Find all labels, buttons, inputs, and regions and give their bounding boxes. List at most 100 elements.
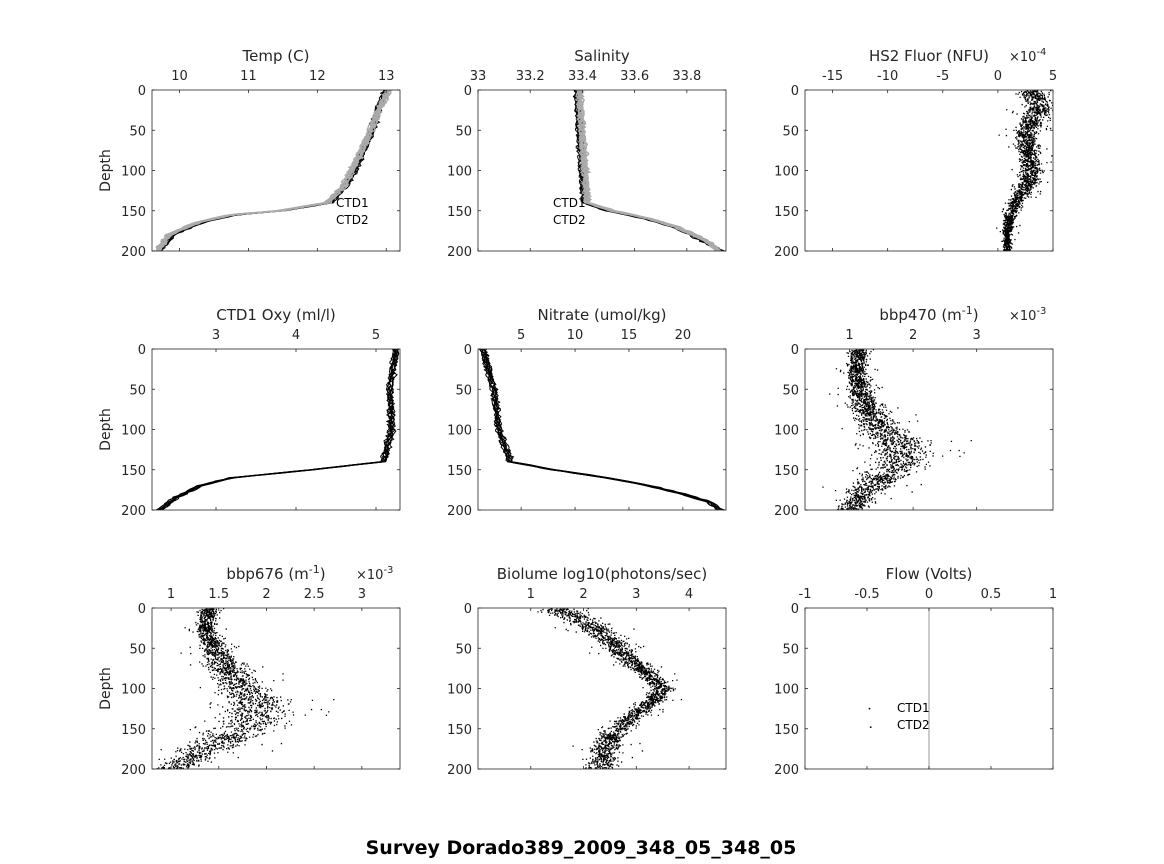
y-tick-label: 150 <box>447 464 472 479</box>
y-tick-label: 150 <box>774 205 799 220</box>
x-tick-label: 2 <box>909 328 917 343</box>
y-tick-label: 200 <box>121 504 146 519</box>
series-nitrate-cast <box>482 349 722 510</box>
y-axis-label: Depth <box>98 408 114 451</box>
y-tick-label: 0 <box>791 343 799 358</box>
chart-title-end: ) <box>973 306 979 324</box>
y-tick-label: 50 <box>782 124 799 139</box>
x-tick-label: 5 <box>517 328 525 343</box>
y-tick-label: 0 <box>138 84 146 99</box>
x-tick-label: 1 <box>1049 587 1057 602</box>
chart-title: Salinity <box>574 47 630 65</box>
axes-frame <box>477 89 727 252</box>
series-ctd2-cast <box>576 90 721 251</box>
x-tick-label: 11 <box>240 69 257 84</box>
x-tick-label: 33.6 <box>620 69 649 84</box>
series-nitrate-cast <box>484 349 725 510</box>
series-ctd1-cast <box>155 349 395 510</box>
series-ctd2-cast <box>579 90 722 251</box>
y-tick-label: 100 <box>447 424 472 439</box>
chart-title-base: bbp470 (m <box>879 306 961 324</box>
x-tick-label: -0.5 <box>854 587 879 602</box>
legend-label-ctd1: CTD1 <box>553 196 586 210</box>
data-point-2 <box>869 726 872 729</box>
y-tick-label: 100 <box>447 683 472 698</box>
series-ctd1-cast <box>162 349 400 510</box>
series-ctd1-cast <box>156 349 396 510</box>
x-tick-label: -5 <box>936 69 949 84</box>
chart-title-end: ) <box>320 565 326 583</box>
x-tick-label: 33 <box>470 69 487 84</box>
series-ctd1-cast <box>159 349 397 510</box>
plot-area <box>155 349 400 510</box>
x-tick-label: 4 <box>685 587 693 602</box>
x-tick-label: 13 <box>378 69 395 84</box>
x-tick-label: 1.5 <box>208 587 229 602</box>
chart-title: Biolume log10(photons/sec) <box>497 565 708 583</box>
y-tick-label: 200 <box>447 504 472 519</box>
series-ctd2-cast <box>576 90 718 251</box>
plot-area <box>996 90 1053 251</box>
scatter-points <box>156 608 335 769</box>
chart-title-power: -1 <box>309 563 320 576</box>
chart-title: HS2 Fluor (NFU) <box>869 47 989 65</box>
series-nitrate-cast <box>479 349 718 510</box>
series-ctd1-cast <box>573 90 721 251</box>
series-ctd1-cast <box>159 349 398 510</box>
series-nitrate-cast <box>481 349 720 510</box>
series-ctd1-cast <box>572 90 720 251</box>
y-tick-label: 50 <box>782 383 799 398</box>
scatter-points <box>822 349 972 510</box>
figure-title: Survey Dorado389_2009_348_05_348_05 <box>366 837 797 859</box>
axis-exponent-base: ×10 <box>1009 309 1036 324</box>
y-tick-label: 50 <box>455 383 472 398</box>
x-tick-label: 12 <box>309 69 326 84</box>
axes-frame <box>151 607 401 770</box>
y-tick-label: 100 <box>121 424 146 439</box>
y-tick-label: 100 <box>121 165 146 180</box>
y-tick-label: 150 <box>774 723 799 738</box>
plot-area <box>868 608 930 769</box>
chart-title: Flow (Volts) <box>886 565 973 583</box>
data-point-1 <box>868 707 871 710</box>
y-tick-label: 200 <box>447 245 472 260</box>
series-nitrate-cast <box>483 349 724 510</box>
y-tick-label: 200 <box>774 245 799 260</box>
axis-exponent-power: -4 <box>1036 47 1046 58</box>
series-ctd2-cast <box>578 90 721 251</box>
axes-frame <box>151 348 401 511</box>
chart-title: Nitrate (umol/kg) <box>538 306 667 324</box>
series-ctd1-cast <box>575 90 721 251</box>
y-tick-label: 0 <box>464 602 472 617</box>
axis-exponent-base: ×10 <box>1009 50 1036 65</box>
x-tick-label: 10 <box>171 69 188 84</box>
series-ctd2-cast <box>575 90 716 251</box>
x-tick-label: -15 <box>822 69 843 84</box>
x-tick-label: 2.5 <box>304 587 325 602</box>
plot-area <box>537 608 683 769</box>
plot-area <box>478 349 725 510</box>
y-tick-label: 150 <box>121 205 146 220</box>
y-tick-label: 0 <box>138 602 146 617</box>
x-tick-label: 10 <box>567 328 584 343</box>
series-ctd1-cast <box>573 90 720 251</box>
chart-title-base: bbp676 (m <box>226 565 308 583</box>
y-tick-label: 100 <box>774 424 799 439</box>
plot-area <box>156 608 335 769</box>
y-axis-label: Depth <box>98 149 114 192</box>
series-nitrate-cast <box>478 349 721 510</box>
chart-panel-6: 1 2 3 0 50 100 150 200 bbp470 (m-1) ×10-3 <box>774 304 1054 519</box>
y-tick-label: 0 <box>791 602 799 617</box>
x-tick-label: -1 <box>799 587 812 602</box>
chart-panel-8: 1 2 3 4 0 50 100 150 200 Biolume log10(photons/se… <box>447 565 727 778</box>
chart-title: bbp470 (m-1) <box>879 304 978 324</box>
axis-exponent-power: -3 <box>1036 306 1046 317</box>
axis-exponent-power: -3 <box>383 565 393 576</box>
axes-frame <box>804 348 1054 511</box>
x-tick-label: 0 <box>925 587 933 602</box>
x-tick-label: 5 <box>372 328 380 343</box>
y-tick-label: 0 <box>791 84 799 99</box>
